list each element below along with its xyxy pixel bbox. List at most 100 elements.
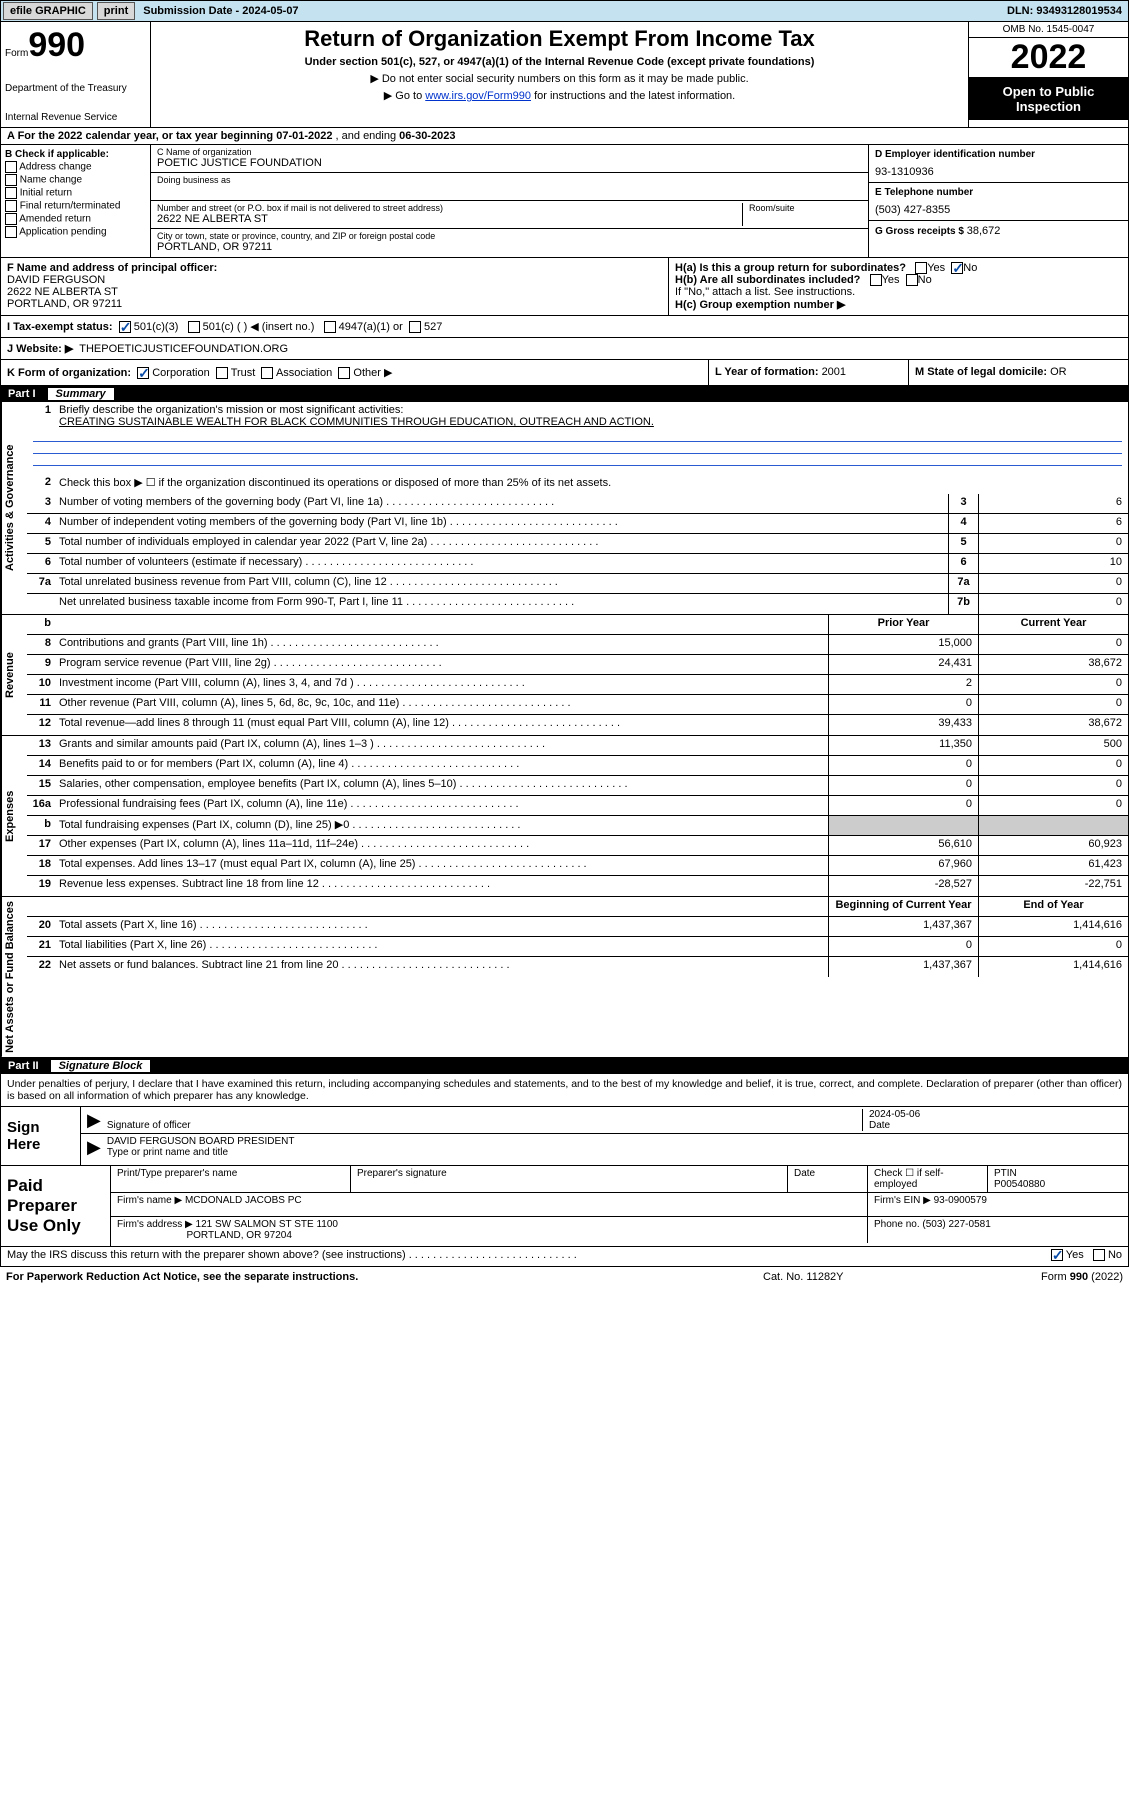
table-row: 8 Contributions and grants (Part VIII, l…	[27, 635, 1128, 655]
ha-no-chk[interactable]	[951, 262, 963, 274]
gross-label: G Gross receipts $	[875, 226, 967, 237]
chk-trust[interactable]	[216, 367, 228, 379]
col-f-officer: F Name and address of principal officer:…	[1, 258, 668, 315]
line-num: 10	[27, 675, 55, 694]
chk-app-pending[interactable]: Application pending	[5, 226, 146, 238]
table-row: 7a Total unrelated business revenue from…	[27, 574, 1128, 594]
sig-date-cell: 2024-05-06 Date	[862, 1109, 1122, 1131]
row-1-mission: 1 Briefly describe the organization's mi…	[27, 402, 1128, 430]
current-value: 500	[978, 736, 1128, 755]
table-row: 11 Other revenue (Part VIII, column (A),…	[27, 695, 1128, 715]
table-row: 4 Number of independent voting members o…	[27, 514, 1128, 534]
row-f-h: F Name and address of principal officer:…	[0, 258, 1129, 316]
line-num: 13	[27, 736, 55, 755]
line-desc: Total unrelated business revenue from Pa…	[55, 574, 948, 593]
submission-date: 2024-05-07	[242, 5, 298, 17]
firm-ein-label: Firm's EIN ▶	[874, 1195, 931, 1206]
ha-yes-chk[interactable]	[915, 262, 927, 274]
line-desc: Revenue less expenses. Subtract line 18 …	[55, 876, 828, 896]
firm-name: MCDONALD JACOBS PC	[185, 1195, 302, 1206]
line-desc: Total liabilities (Part X, line 26)	[55, 937, 828, 956]
row-a-mid: , and ending	[336, 130, 400, 142]
phone-label: E Telephone number	[875, 187, 1122, 198]
chk-assoc[interactable]	[261, 367, 273, 379]
revenue-body: b Prior Year Current Year 8 Contribution…	[27, 615, 1128, 735]
current-value: 0	[978, 796, 1128, 815]
chk-501c[interactable]	[188, 321, 200, 333]
chk-501c3[interactable]	[119, 321, 131, 333]
discuss-yes-chk[interactable]	[1051, 1249, 1063, 1261]
chk-address-change[interactable]: Address change	[5, 161, 146, 173]
l-value: 2001	[822, 366, 846, 378]
chk-4947[interactable]	[324, 321, 336, 333]
other-label: Other ▶	[353, 367, 392, 379]
city-label: City or town, state or province, country…	[157, 231, 862, 241]
website-value: THEPOETICJUSTICEFOUNDATION.ORG	[79, 343, 288, 355]
form-number: 990	[28, 26, 85, 64]
colhdr-end: End of Year	[978, 897, 1128, 916]
section-revenue: Revenue b Prior Year Current Year 8 Cont…	[0, 615, 1129, 736]
k-label: K Form of organization:	[7, 367, 131, 379]
gross-value: 38,672	[967, 225, 1001, 237]
table-row: 16a Professional fundraising fees (Part …	[27, 796, 1128, 816]
line-desc: Total number of volunteers (estimate if …	[55, 554, 948, 573]
no-label: No	[963, 262, 977, 274]
part2-header: Part II Signature Block	[0, 1058, 1129, 1074]
line-num: 14	[27, 756, 55, 775]
part2-title: Signature Block	[51, 1060, 151, 1072]
room-label: Room/suite	[749, 203, 862, 213]
line-desc: Contributions and grants (Part VIII, lin…	[55, 635, 828, 654]
line-box: 6	[948, 554, 978, 573]
i-status: I Tax-exempt status: 501(c)(3) 501(c) ( …	[1, 316, 1128, 337]
prior-value: 0	[828, 756, 978, 775]
current-value: 0	[978, 776, 1128, 795]
perjury-declaration: Under penalties of perjury, I declare th…	[1, 1074, 1128, 1106]
section-expenses: Expenses 13 Grants and similar amounts p…	[0, 736, 1129, 897]
irs-link[interactable]: www.irs.gov/Form990	[425, 90, 531, 102]
hb-yes-chk[interactable]	[870, 274, 882, 286]
ein-value: 93-1310936	[875, 160, 1122, 178]
chk-corp[interactable]	[137, 367, 149, 379]
no-label: No	[918, 274, 932, 286]
yes-label: Yes	[1066, 1249, 1084, 1261]
prior-value: 1,437,367	[828, 917, 978, 936]
row-a-tax-year: A For the 2022 calendar year, or tax yea…	[0, 128, 1129, 145]
table-row: b Total fundraising expenses (Part IX, c…	[27, 816, 1128, 836]
line-desc: Net unrelated business taxable income fr…	[55, 594, 948, 614]
yes-label: Yes	[927, 262, 945, 274]
prior-value: 0	[828, 695, 978, 714]
prior-value	[828, 816, 978, 835]
cell-org-name: C Name of organization POETIC JUSTICE FO…	[151, 145, 868, 173]
sign-here-label: Sign Here	[1, 1107, 81, 1165]
footer-mid: Cat. No. 11282Y	[763, 1271, 963, 1283]
chk-initial-return[interactable]: Initial return	[5, 187, 146, 199]
prep-row-1: Print/Type preparer's name Preparer's si…	[111, 1166, 1128, 1193]
m-value: OR	[1050, 366, 1067, 378]
current-value: 0	[978, 635, 1128, 654]
discuss-no-chk[interactable]	[1093, 1249, 1105, 1261]
pt-name-label: Print/Type preparer's name	[111, 1166, 351, 1192]
chk-other[interactable]	[338, 367, 350, 379]
chk-amended[interactable]: Amended return	[5, 213, 146, 225]
ptin-label: PTIN	[994, 1168, 1017, 1179]
pt-sig-label: Preparer's signature	[351, 1166, 788, 1192]
mission-line	[33, 430, 1122, 442]
chk-final-return[interactable]: Final return/terminated	[5, 200, 146, 212]
print-button[interactable]: print	[97, 2, 135, 20]
table-row: 21 Total liabilities (Part X, line 26) 0…	[27, 937, 1128, 957]
paid-preparer-body: Print/Type preparer's name Preparer's si…	[111, 1166, 1128, 1246]
chk-name-change[interactable]: Name change	[5, 174, 146, 186]
chk-label: Address change	[19, 162, 91, 173]
line-num: 16a	[27, 796, 55, 815]
efile-button[interactable]: efile GRAPHIC	[3, 2, 93, 20]
hb-no-chk[interactable]	[906, 274, 918, 286]
prior-value: 15,000	[828, 635, 978, 654]
l-label: L Year of formation:	[715, 366, 822, 378]
form-word: Form	[5, 48, 28, 59]
line-num: b	[27, 615, 55, 634]
chk-527[interactable]	[409, 321, 421, 333]
j-website: J Website: ▶ THEPOETICJUSTICEFOUNDATION.…	[1, 338, 1128, 359]
revenue-colhdr: b Prior Year Current Year	[27, 615, 1128, 635]
prior-value: 67,960	[828, 856, 978, 875]
mission-desc: Briefly describe the organization's miss…	[55, 402, 1128, 430]
